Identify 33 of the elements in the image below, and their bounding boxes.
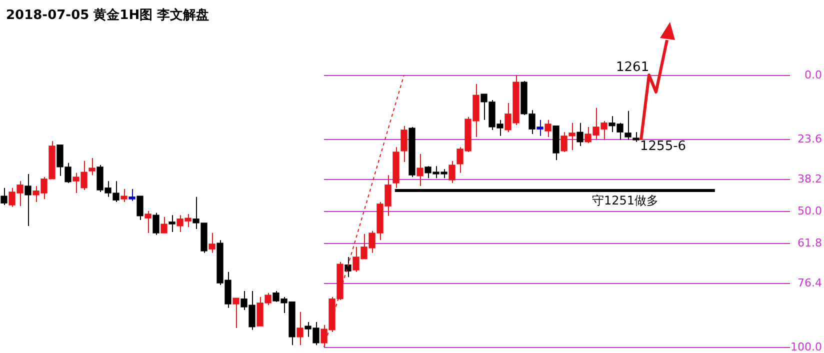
- text: 50.0: [798, 204, 822, 218]
- candlestick: [232, 298, 240, 328]
- chart-title: 2018-07-05 黄金1H图 李文解盘: [6, 6, 210, 24]
- candlestick: [344, 256, 352, 278]
- candlestick: [0, 187, 8, 206]
- candlestick: [208, 232, 216, 254]
- text: 76.4: [798, 276, 822, 290]
- candlestick: [136, 196, 144, 220]
- text: 38.2: [798, 172, 822, 186]
- candlestick: [128, 188, 136, 202]
- candlestick: [632, 132, 640, 142]
- candlestick: [120, 188, 128, 203]
- candlestick: [576, 122, 584, 146]
- candlestick: [144, 210, 152, 234]
- text: 100.0: [790, 340, 822, 353]
- candlestick: [400, 125, 408, 163]
- candlestick: [536, 119, 544, 136]
- candlestick: [24, 174, 32, 226]
- candlestick: [160, 216, 168, 234]
- candlestick: [296, 311, 304, 346]
- annotation: 守1251做多: [592, 194, 659, 208]
- text: 61.8: [798, 236, 822, 250]
- text: 0.0: [804, 68, 822, 82]
- text: 1261: [616, 60, 650, 75]
- candlestick: [416, 153, 424, 186]
- candlestick: [88, 157, 96, 176]
- annotation: 1255-6: [640, 139, 686, 154]
- candlestick: [152, 212, 160, 236]
- candlestick: [544, 119, 552, 138]
- text: 23.6: [798, 132, 822, 146]
- candlestick: [624, 110, 632, 141]
- candlestick: [448, 160, 456, 184]
- candlestick: [168, 214, 176, 232]
